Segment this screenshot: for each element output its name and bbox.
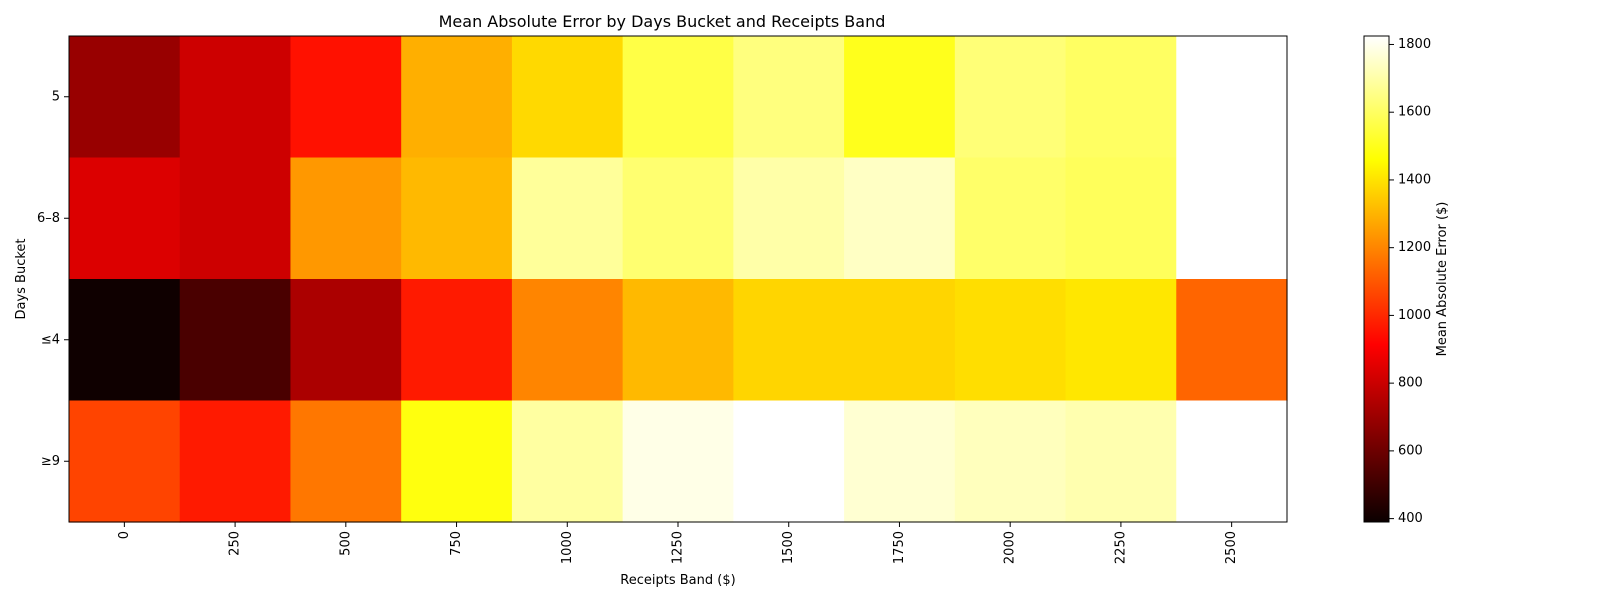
heatmap-cell [1176, 279, 1288, 402]
heatmap-cell [622, 36, 734, 159]
colorbar-label: Mean Absolute Error ($) [1435, 202, 1450, 357]
heatmap-cell [954, 36, 1067, 159]
heatmap-cell [69, 400, 181, 523]
x-tick-label: 2250 [1113, 531, 1128, 564]
heatmap-cell [179, 157, 292, 280]
heatmap-cell [401, 400, 513, 523]
heatmap-cell [401, 36, 513, 159]
colorbar-tick-label: 600 [1398, 443, 1423, 458]
heatmap-cell [69, 36, 181, 159]
heatmap-cell [1065, 400, 1177, 523]
heatmap-cell [1065, 157, 1177, 280]
heatmap-cell [954, 279, 1067, 402]
heatmap-cell [511, 36, 624, 159]
x-tick-label: 1750 [892, 531, 907, 564]
heatmap-cell [179, 36, 292, 159]
heatmap-cell [622, 157, 734, 280]
colorbar-tick-label: 800 [1398, 376, 1423, 391]
y-tick-label: ≤4 [41, 332, 60, 347]
heatmap-cells [69, 36, 1288, 523]
heatmap-cell [622, 279, 734, 402]
heatmap-cell [733, 157, 845, 280]
heatmap-cell [844, 157, 956, 280]
x-tick-label: 1000 [560, 531, 575, 564]
heatmap-cell [401, 157, 513, 280]
colorbar-tick-label: 400 [1398, 511, 1423, 526]
heatmap-cell [511, 279, 624, 402]
colorbar-ticks: 400 600 800 1000 1200 1400 1600 1800 [1389, 37, 1431, 526]
x-tick-label: 250 [228, 531, 243, 556]
heatmap-cell [1176, 400, 1288, 523]
x-axis-label: Receipts Band ($) [620, 573, 735, 588]
colorbar [1363, 35, 1390, 523]
heatmap-cell [1065, 279, 1177, 402]
heatmap-cell [290, 400, 402, 523]
heatmap-cell [844, 279, 956, 402]
x-tick-label: 2000 [1003, 531, 1018, 564]
colorbar-tick-label: 1200 [1398, 240, 1431, 255]
heatmap-cell [511, 400, 624, 523]
heatmap-cell [511, 157, 624, 280]
y-tick-label: 5 [52, 89, 60, 104]
heatmap-cell [69, 279, 181, 402]
y-axis-label: Days Bucket [14, 238, 29, 319]
heatmap-cell [622, 400, 734, 523]
y-axis-ticks: 5 6–8 ≤4 ≥9 [37, 89, 69, 469]
heatmap-cell [844, 400, 956, 523]
heatmap-cell [1176, 36, 1288, 159]
heatmap-cell [733, 279, 845, 402]
x-axis-ticks: 0 250 500 750 1000 1250 1500 1750 2000 2250 2500 [117, 522, 1239, 564]
colorbar-tick-label: 1400 [1398, 172, 1431, 187]
x-tick-label: 500 [338, 531, 353, 556]
heatmap-cell [1176, 157, 1288, 280]
x-tick-label: 0 [117, 531, 132, 539]
y-tick-label: ≥9 [41, 454, 60, 469]
heatmap-cell [401, 279, 513, 402]
x-tick-label: 1250 [671, 531, 686, 564]
x-tick-label: 1500 [781, 531, 796, 564]
heatmap-cell [179, 279, 292, 402]
heatmap-cell [954, 400, 1067, 523]
heatmap-cell [290, 157, 402, 280]
x-tick-label: 2500 [1224, 531, 1239, 564]
x-tick-label: 750 [449, 531, 464, 556]
colorbar-tick-label: 1000 [1398, 308, 1431, 323]
heatmap-cell [179, 400, 292, 523]
heatmap-cell [290, 36, 402, 159]
heatmap-cell [733, 400, 845, 523]
heatmap-cell [290, 279, 402, 402]
colorbar-tick-label: 1600 [1398, 105, 1431, 120]
heatmap-cell [733, 36, 845, 159]
heatmap-cell [69, 157, 181, 280]
heatmap-cell [954, 157, 1067, 280]
colorbar-tick-label: 1800 [1398, 37, 1431, 52]
heatmap-cell [844, 36, 956, 159]
y-tick-label: 6–8 [37, 211, 60, 226]
heatmap-cell [1065, 36, 1177, 159]
chart-title: Mean Absolute Error by Days Bucket and R… [439, 12, 886, 31]
